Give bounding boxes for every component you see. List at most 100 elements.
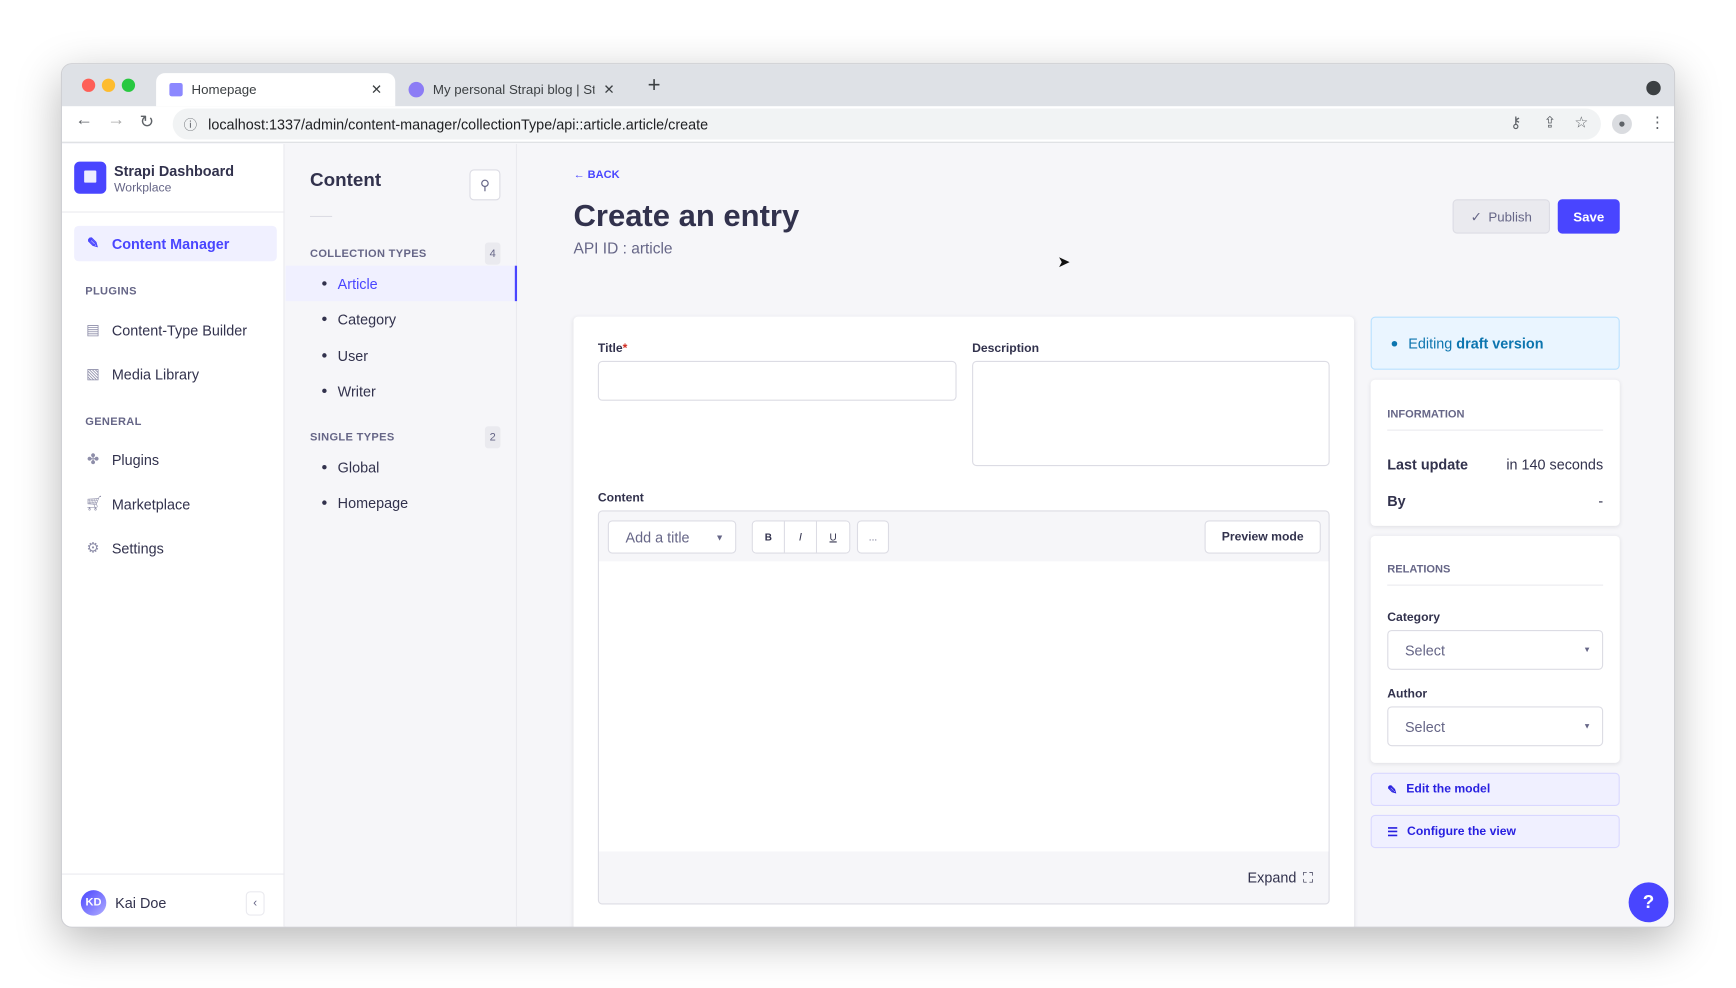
browser-window: Homepage ✕ My personal Strapi blog | Str… <box>60 63 1676 928</box>
key-icon[interactable]: ⚷ <box>1510 112 1522 131</box>
editor-textarea[interactable] <box>598 561 1329 852</box>
minimize-window-button[interactable] <box>101 78 116 92</box>
brand: Strapi Dashboard Workplace <box>61 144 285 213</box>
category-select[interactable]: Select ▼ <box>1387 629 1604 670</box>
title-input[interactable] <box>597 360 957 401</box>
bold-button[interactable]: B <box>752 521 785 553</box>
pencil-icon: ✎ <box>1387 783 1398 797</box>
list-icon: ☰ <box>1387 825 1399 839</box>
save-button[interactable]: Save <box>1557 199 1620 234</box>
rich-text-editor: Add a title ▼ B I U ... Preview mode Expa… <box>597 510 1330 905</box>
back-arrow-icon[interactable]: ← <box>75 110 93 130</box>
browser-tab-blog[interactable]: My personal Strapi blog | Strap ✕ <box>395 73 627 106</box>
user-name[interactable]: Kai Doe <box>115 894 167 912</box>
nav-item-content-manager[interactable]: ✎ Content Manager <box>74 225 277 262</box>
expand-button[interactable]: Expand ⛶ <box>1247 869 1314 886</box>
title-label: Title* <box>597 342 628 356</box>
content-nav: Content ⚲ COLLECTION TYPES 4 Article Cat… <box>285 143 518 927</box>
information-panel: INFORMATION Last update in 140 seconds B… <box>1370 379 1620 526</box>
count-badge: 4 <box>484 242 501 265</box>
mouse-cursor-icon: ➤ <box>1057 252 1071 271</box>
nav-item-marketplace[interactable]: 🛒︎ Marketplace <box>85 494 191 513</box>
content-label: Content <box>597 491 644 505</box>
share-icon[interactable]: ⇪ <box>1543 112 1557 131</box>
user-footer: KD Kai Doe ‹ <box>61 873 285 927</box>
tab-search-icon[interactable] <box>1646 80 1661 96</box>
count-badge: 2 <box>484 426 501 449</box>
content-nav-title: Content <box>309 169 382 191</box>
avatar[interactable]: KD <box>80 890 107 916</box>
last-update-value: in 140 seconds <box>1506 456 1604 473</box>
menu-kebab-icon[interactable]: ⋮ <box>1649 112 1666 131</box>
relations-panel: RELATIONS Category Select ▼ Author Select… <box>1370 535 1620 763</box>
info-icon[interactable]: ⓘ <box>183 116 198 133</box>
section-heading: SINGLE TYPES <box>309 431 395 444</box>
page-title: Create an entry <box>573 198 800 233</box>
arrow-left-icon: ← <box>573 169 585 182</box>
browser-toolbar: ← → ↻ ⓘ localhost:1337/admin/content-man… <box>61 106 1674 143</box>
cart-icon: 🛒︎ <box>85 494 104 512</box>
single-item-global[interactable]: Global <box>286 449 517 484</box>
pencil-note-icon: ✎ <box>86 234 100 252</box>
edit-model-button[interactable]: ✎ Edit the model <box>1370 772 1620 806</box>
format-button-group: B I U <box>751 520 851 554</box>
main-nav: Strapi Dashboard Workplace ✎ Content Mana… <box>61 143 285 927</box>
close-tab-icon[interactable]: ✕ <box>370 81 382 98</box>
search-button[interactable]: ⚲ <box>469 169 501 201</box>
reload-icon[interactable]: ↻ <box>139 112 155 132</box>
caret-down-icon: ▼ <box>1583 722 1591 731</box>
preview-mode-button[interactable]: Preview mode <box>1204 520 1321 554</box>
collection-item-category[interactable]: Category <box>286 301 517 336</box>
image-icon: ▧ <box>86 365 100 382</box>
status-dot-icon <box>1391 340 1398 346</box>
description-textarea[interactable] <box>972 360 1330 467</box>
single-item-homepage[interactable]: Homepage <box>286 485 517 520</box>
publish-button[interactable]: ✓ Publish <box>1452 199 1550 234</box>
collection-item-user[interactable]: User <box>286 338 517 373</box>
help-button[interactable]: ? <box>1628 882 1669 923</box>
description-label: Description <box>972 342 1040 356</box>
caret-down-icon: ▼ <box>715 531 725 542</box>
nav-item-settings[interactable]: ⚙ Settings <box>86 539 164 557</box>
new-tab-button[interactable]: + <box>647 73 661 98</box>
strapi-favicon-icon <box>169 83 183 97</box>
configure-view-button[interactable]: ☰ Configure the view <box>1370 814 1620 849</box>
bookmark-star-icon[interactable]: ☆ <box>1574 112 1589 131</box>
collapse-nav-button[interactable]: ‹ <box>245 891 265 916</box>
forward-arrow-icon[interactable]: → <box>107 110 126 130</box>
draft-status-banner: Editing draft version <box>1370 316 1620 370</box>
back-link[interactable]: ← BACK <box>573 169 620 182</box>
gear-icon: ⚙ <box>86 539 100 556</box>
author-select[interactable]: Select ▼ <box>1387 706 1604 747</box>
more-options-button[interactable]: ... <box>856 520 890 554</box>
italic-button[interactable]: I <box>784 521 818 553</box>
collection-item-article[interactable]: Article <box>285 265 518 302</box>
address-bar[interactable]: ⓘ localhost:1337/admin/content-manager/c… <box>172 108 1601 140</box>
tab-bar: Homepage ✕ My personal Strapi blog | Str… <box>61 64 1674 107</box>
check-icon: ✓ <box>1470 208 1482 225</box>
section-heading: GENERAL <box>85 416 142 429</box>
section-heading: PLUGINS <box>85 285 137 298</box>
expand-icon: ⛶ <box>1302 869 1314 886</box>
close-tab-icon[interactable]: ✕ <box>603 81 615 98</box>
site-favicon-icon <box>408 81 425 98</box>
heading-select[interactable]: Add a title ▼ <box>607 520 737 554</box>
underline-button[interactable]: U <box>817 521 850 553</box>
close-window-button[interactable] <box>81 78 96 92</box>
nav-item-plugins[interactable]: ✤ Plugins <box>86 450 160 468</box>
nav-item-media-library[interactable]: ▧ Media Library <box>86 365 200 383</box>
collection-item-writer[interactable]: Writer <box>286 373 517 408</box>
section-heading: COLLECTION TYPES <box>309 247 427 261</box>
search-icon: ⚲ <box>480 177 490 193</box>
puzzle-icon: ✤ <box>86 450 100 468</box>
strapi-logo <box>74 161 107 194</box>
maximize-window-button[interactable] <box>121 78 136 92</box>
caret-down-icon: ▼ <box>1583 646 1591 654</box>
divider <box>309 215 333 217</box>
form-card: Title* Description Content Add a title ▼ … <box>573 316 1355 927</box>
layout-icon: ▤ <box>86 321 100 338</box>
profile-icon[interactable]: ● <box>1611 114 1632 134</box>
browser-tab-homepage[interactable]: Homepage ✕ <box>156 73 396 107</box>
nav-item-content-type-builder[interactable]: ▤ Content-Type Builder <box>86 321 248 339</box>
api-id: API ID : article <box>573 239 673 257</box>
